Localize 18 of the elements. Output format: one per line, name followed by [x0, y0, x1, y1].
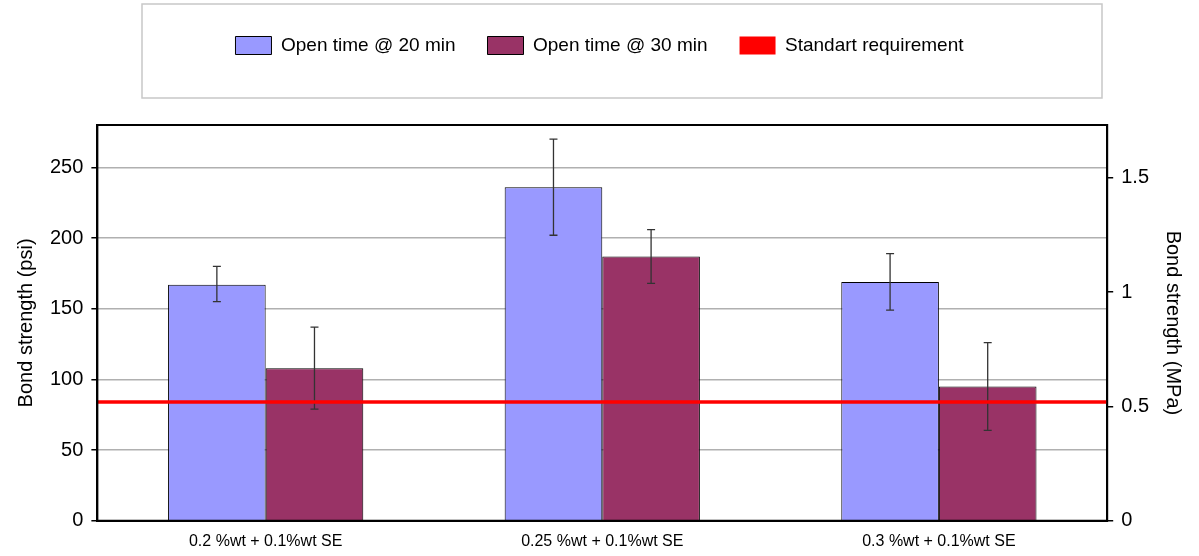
- y-tick-label: 100: [49, 366, 84, 389]
- y-tick-label: 200: [49, 225, 84, 248]
- y2-tick-label: 0: [1121, 508, 1133, 531]
- y-tick-label: 250: [49, 154, 84, 177]
- y2-tick-label: 1.5: [1121, 165, 1150, 188]
- y2-tick-label: 0.5: [1121, 393, 1150, 416]
- x-tick-label: 0.3 %wt + 0.1%wt SE: [862, 531, 1016, 549]
- y2-axis-title: Bond strength (MPa): [1163, 230, 1186, 416]
- legend-label: Open time @ 20 min: [280, 33, 456, 55]
- x-tick-label: 0.2 %wt + 0.1%wt SE: [188, 531, 343, 549]
- y-tick-label: 50: [61, 437, 84, 460]
- x-tick-label: 0.25 %wt + 0.1%wt SE: [521, 531, 684, 549]
- legend-label: Open time @ 30 min: [533, 33, 708, 55]
- y-axis-title: Bond strength (psi): [13, 238, 36, 408]
- y-tick-label: 0: [72, 508, 84, 531]
- legend-label: Standart requirement: [785, 33, 965, 55]
- y2-tick-label: 1: [1121, 279, 1133, 302]
- y-tick-label: 150: [49, 296, 84, 319]
